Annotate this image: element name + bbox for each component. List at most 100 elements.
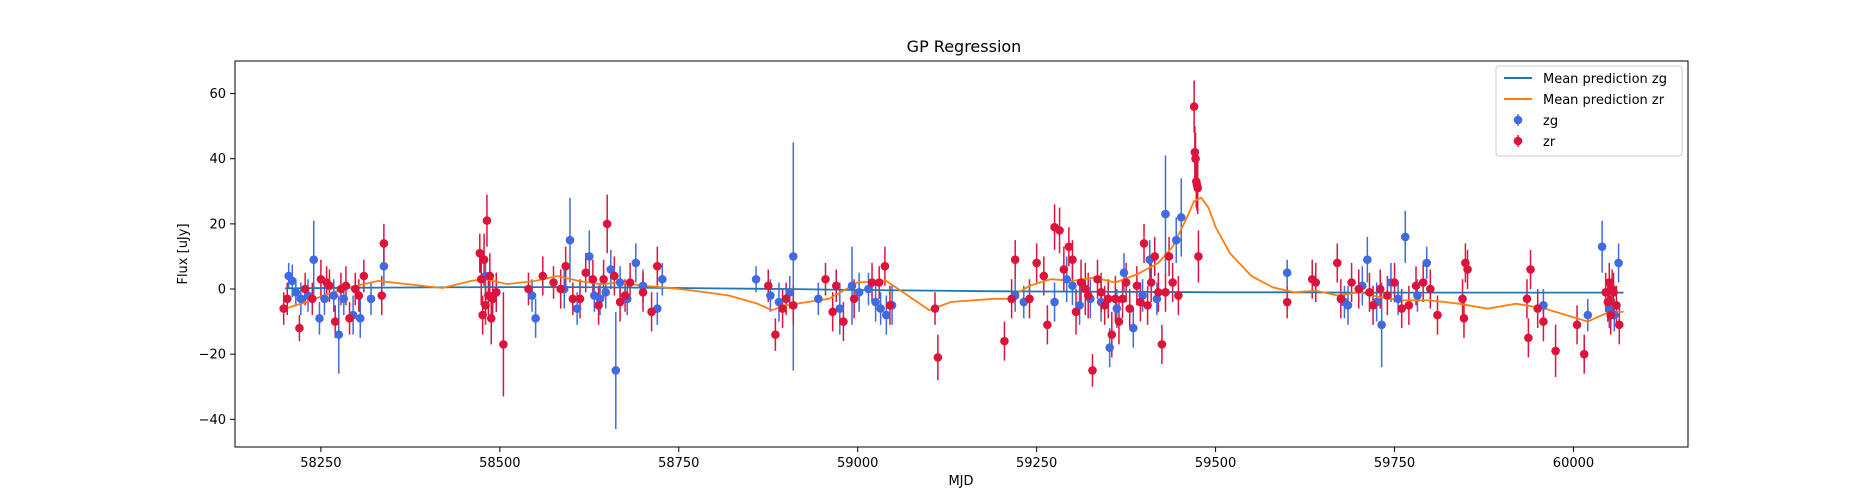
zg-point [1583, 310, 1593, 320]
y-tick-label: 40 [209, 152, 226, 167]
x-tick-label: 59000 [837, 456, 878, 471]
zg-point [658, 274, 667, 284]
zr-point [488, 294, 497, 304]
zg-point [531, 314, 540, 323]
zr-point [1083, 291, 1093, 300]
zr-point [599, 274, 608, 284]
legend-label-mean-zr: Mean prediction zr [1543, 93, 1665, 108]
zr-point [1071, 307, 1081, 317]
zg-point [1062, 274, 1072, 284]
zr-point [880, 261, 890, 271]
zg-point [631, 258, 641, 268]
zg-point [291, 287, 301, 297]
zr-points [279, 102, 1624, 375]
zg-point [766, 291, 775, 300]
legend-zr-marker [1513, 135, 1523, 147]
legend-label-zg: zg [1543, 114, 1558, 129]
x-tick-label: 59500 [1195, 456, 1236, 471]
zg-point [882, 310, 891, 320]
zr-point [1125, 304, 1135, 313]
zr-point [1614, 320, 1624, 330]
zr-point [1365, 287, 1374, 297]
y-tick-label: 0 [218, 283, 226, 298]
zr-point [1522, 294, 1532, 304]
zg-point [1422, 258, 1432, 268]
x-axis: 58250 58500 58750 59000 59250 59500 59750 60000 [300, 447, 1594, 471]
zr-point [933, 353, 943, 362]
zr-point [1433, 310, 1442, 320]
zr-point [1096, 287, 1106, 297]
zr-point [588, 274, 598, 284]
zr-point [1154, 287, 1163, 297]
zg-point [585, 252, 594, 261]
zr-point [638, 287, 648, 297]
zr-point [1336, 294, 1346, 304]
zr-point [1055, 226, 1064, 235]
zg-point [835, 304, 845, 313]
zr-point [1612, 301, 1621, 310]
zr-point [1059, 265, 1069, 274]
zg-point [1050, 297, 1059, 307]
zr-point [1397, 304, 1406, 313]
zg-point [309, 255, 319, 265]
x-axis-label: MJD [948, 474, 973, 489]
zr-point [1157, 340, 1167, 349]
zr-point [350, 284, 360, 294]
zr-point [1103, 294, 1113, 304]
y-tick-label: 60 [209, 87, 226, 102]
zr-point [524, 284, 533, 294]
zg-point [339, 294, 349, 304]
zr-point [1121, 278, 1131, 287]
x-tick-label: 59250 [1016, 456, 1057, 471]
zr-point [1193, 183, 1203, 193]
zg-point [1128, 323, 1138, 333]
y-axis: −40 −20 0 20 40 60 [199, 87, 235, 428]
zr-point [1118, 294, 1127, 304]
zr-point [1347, 278, 1356, 287]
zr-point [1039, 271, 1049, 281]
zr-point [1010, 255, 1020, 265]
zr-point [1526, 265, 1535, 274]
zg-point [1161, 209, 1170, 219]
zr-point [1191, 154, 1200, 164]
zg-point [315, 314, 324, 323]
zr-point [359, 271, 369, 281]
zr-point [930, 304, 940, 313]
zr-point [475, 248, 485, 258]
zr-point [308, 294, 317, 304]
zr-point [1282, 297, 1292, 307]
zr-point [788, 301, 798, 310]
zr-point [1426, 284, 1435, 294]
zg-point [854, 287, 864, 297]
zr-point [1114, 317, 1124, 326]
zg-point [1282, 268, 1292, 278]
zg-point [1138, 291, 1147, 300]
zg-point [751, 274, 761, 284]
legend-zr-dot [1513, 136, 1523, 146]
zr-point [1533, 304, 1542, 313]
zg-point [572, 304, 582, 313]
zg-point [638, 281, 648, 291]
zr-point [1007, 294, 1016, 304]
zg-point [1171, 235, 1181, 245]
x-tick-label: 58250 [300, 456, 341, 471]
zr-point [1143, 301, 1152, 310]
zg-point [320, 294, 329, 304]
zr-point [476, 274, 486, 284]
zr-point [478, 310, 487, 320]
plot-area [279, 80, 1624, 430]
zg-point [1614, 258, 1623, 268]
zr-point [1539, 317, 1548, 326]
zr-point [300, 284, 310, 294]
zr-point [345, 314, 354, 323]
zr-point [1383, 291, 1392, 300]
zr-point [1068, 255, 1077, 265]
zr-point [1088, 366, 1097, 375]
zr-point [482, 216, 492, 225]
zg-point [611, 366, 621, 375]
zg-point [1112, 304, 1122, 313]
zg-point [366, 294, 376, 304]
zr-point [330, 317, 340, 326]
zr-point [481, 301, 490, 310]
